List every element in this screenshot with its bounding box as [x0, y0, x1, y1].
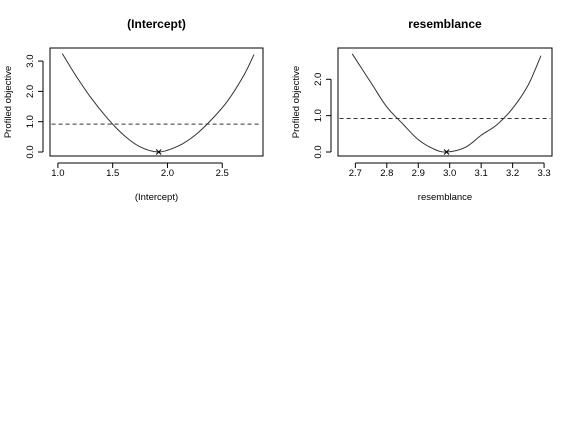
minimum-marker [155, 149, 162, 155]
profile-curve [351, 53, 542, 153]
minimum-marker-stroke [155, 149, 162, 155]
x-axis-label: (Intercept) [135, 192, 178, 203]
x-tick-label: 1.5 [106, 168, 119, 179]
chart-title: (Intercept) [127, 17, 186, 31]
x-tick-label: 3.0 [443, 168, 456, 179]
plot-frame [337, 47, 553, 157]
y-tick-label: 1.0 [313, 109, 324, 122]
y-tick-label: 0.0 [313, 145, 324, 158]
profile-curve [61, 53, 255, 153]
y-tick-label: 3.0 [25, 54, 36, 67]
plot-frame [49, 47, 264, 157]
y-axis-label: Profiled objective [3, 66, 14, 138]
chart-panel-1: (Intercept) (Intercept) Profiled objective… [3, 17, 264, 203]
chart-title: resemblance [408, 17, 482, 31]
y-tick-label: 1.0 [25, 115, 36, 128]
x-tick-label: 3.1 [475, 168, 488, 179]
x-tick-label: 2.5 [216, 168, 229, 179]
x-tick-label: 2.7 [349, 168, 362, 179]
y-tick-label: 2.0 [313, 73, 324, 86]
y-tick-label: 2.0 [25, 85, 36, 98]
y-tick-label: 0.0 [25, 145, 36, 158]
chart-panel-2: resemblance resemblance Profiled objective… [291, 17, 553, 203]
x-tick-label: 3.3 [537, 168, 550, 179]
minimum-marker [443, 149, 450, 155]
x-tick-label: 3.2 [506, 168, 519, 179]
x-tick-label: 2.9 [412, 168, 425, 179]
minimum-marker-stroke [443, 149, 450, 155]
x-tick-label: 2.0 [161, 168, 174, 179]
x-tick-label: 1.0 [51, 168, 64, 179]
x-tick-label: 2.8 [380, 168, 393, 179]
y-axis-label: Profiled objective [291, 66, 302, 138]
x-axis-label: resemblance [418, 192, 472, 203]
